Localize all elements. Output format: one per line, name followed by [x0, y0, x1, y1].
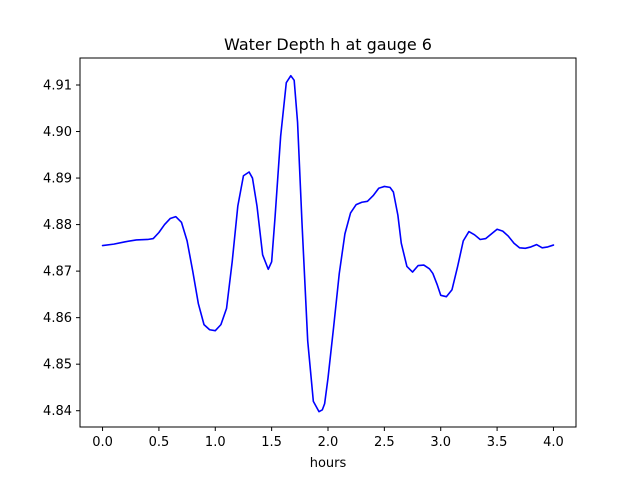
y-tick-label: 4.85: [43, 358, 72, 373]
x-axis-label: hours: [310, 456, 347, 471]
x-tick-label: 1.0: [205, 435, 226, 450]
x-tick-label: 1.5: [261, 435, 282, 450]
x-tick-label: 2.0: [318, 435, 339, 450]
series-line-0: [101, 74, 555, 413]
y-tick-label: 4.87: [43, 265, 72, 280]
y-tick-label: 4.86: [43, 311, 72, 326]
x-tick-label: 3.0: [430, 435, 451, 450]
x-tick-label: 0.5: [149, 435, 170, 450]
x-tick-label: 3.5: [487, 435, 508, 450]
y-tick-label: 4.88: [43, 218, 72, 233]
axes: 0.0 0.5 1.0 1.5 2.0 2.5 3.0 3.5 4.0 4.84 4.85 4.86 4…: [43, 57, 577, 450]
y-tick-label: 4.89: [43, 172, 72, 187]
x-tick-label: 0.0: [92, 435, 113, 450]
y-tick-label: 4.90: [43, 125, 72, 140]
x-tick-label: 2.5: [374, 435, 395, 450]
y-tick-label: 4.91: [43, 78, 72, 93]
plot-area: [101, 74, 555, 413]
y-tick-label: 4.84: [43, 404, 72, 419]
x-tick-label: 4.0: [543, 435, 564, 450]
chart-title: Water Depth h at gauge 6: [224, 35, 432, 54]
